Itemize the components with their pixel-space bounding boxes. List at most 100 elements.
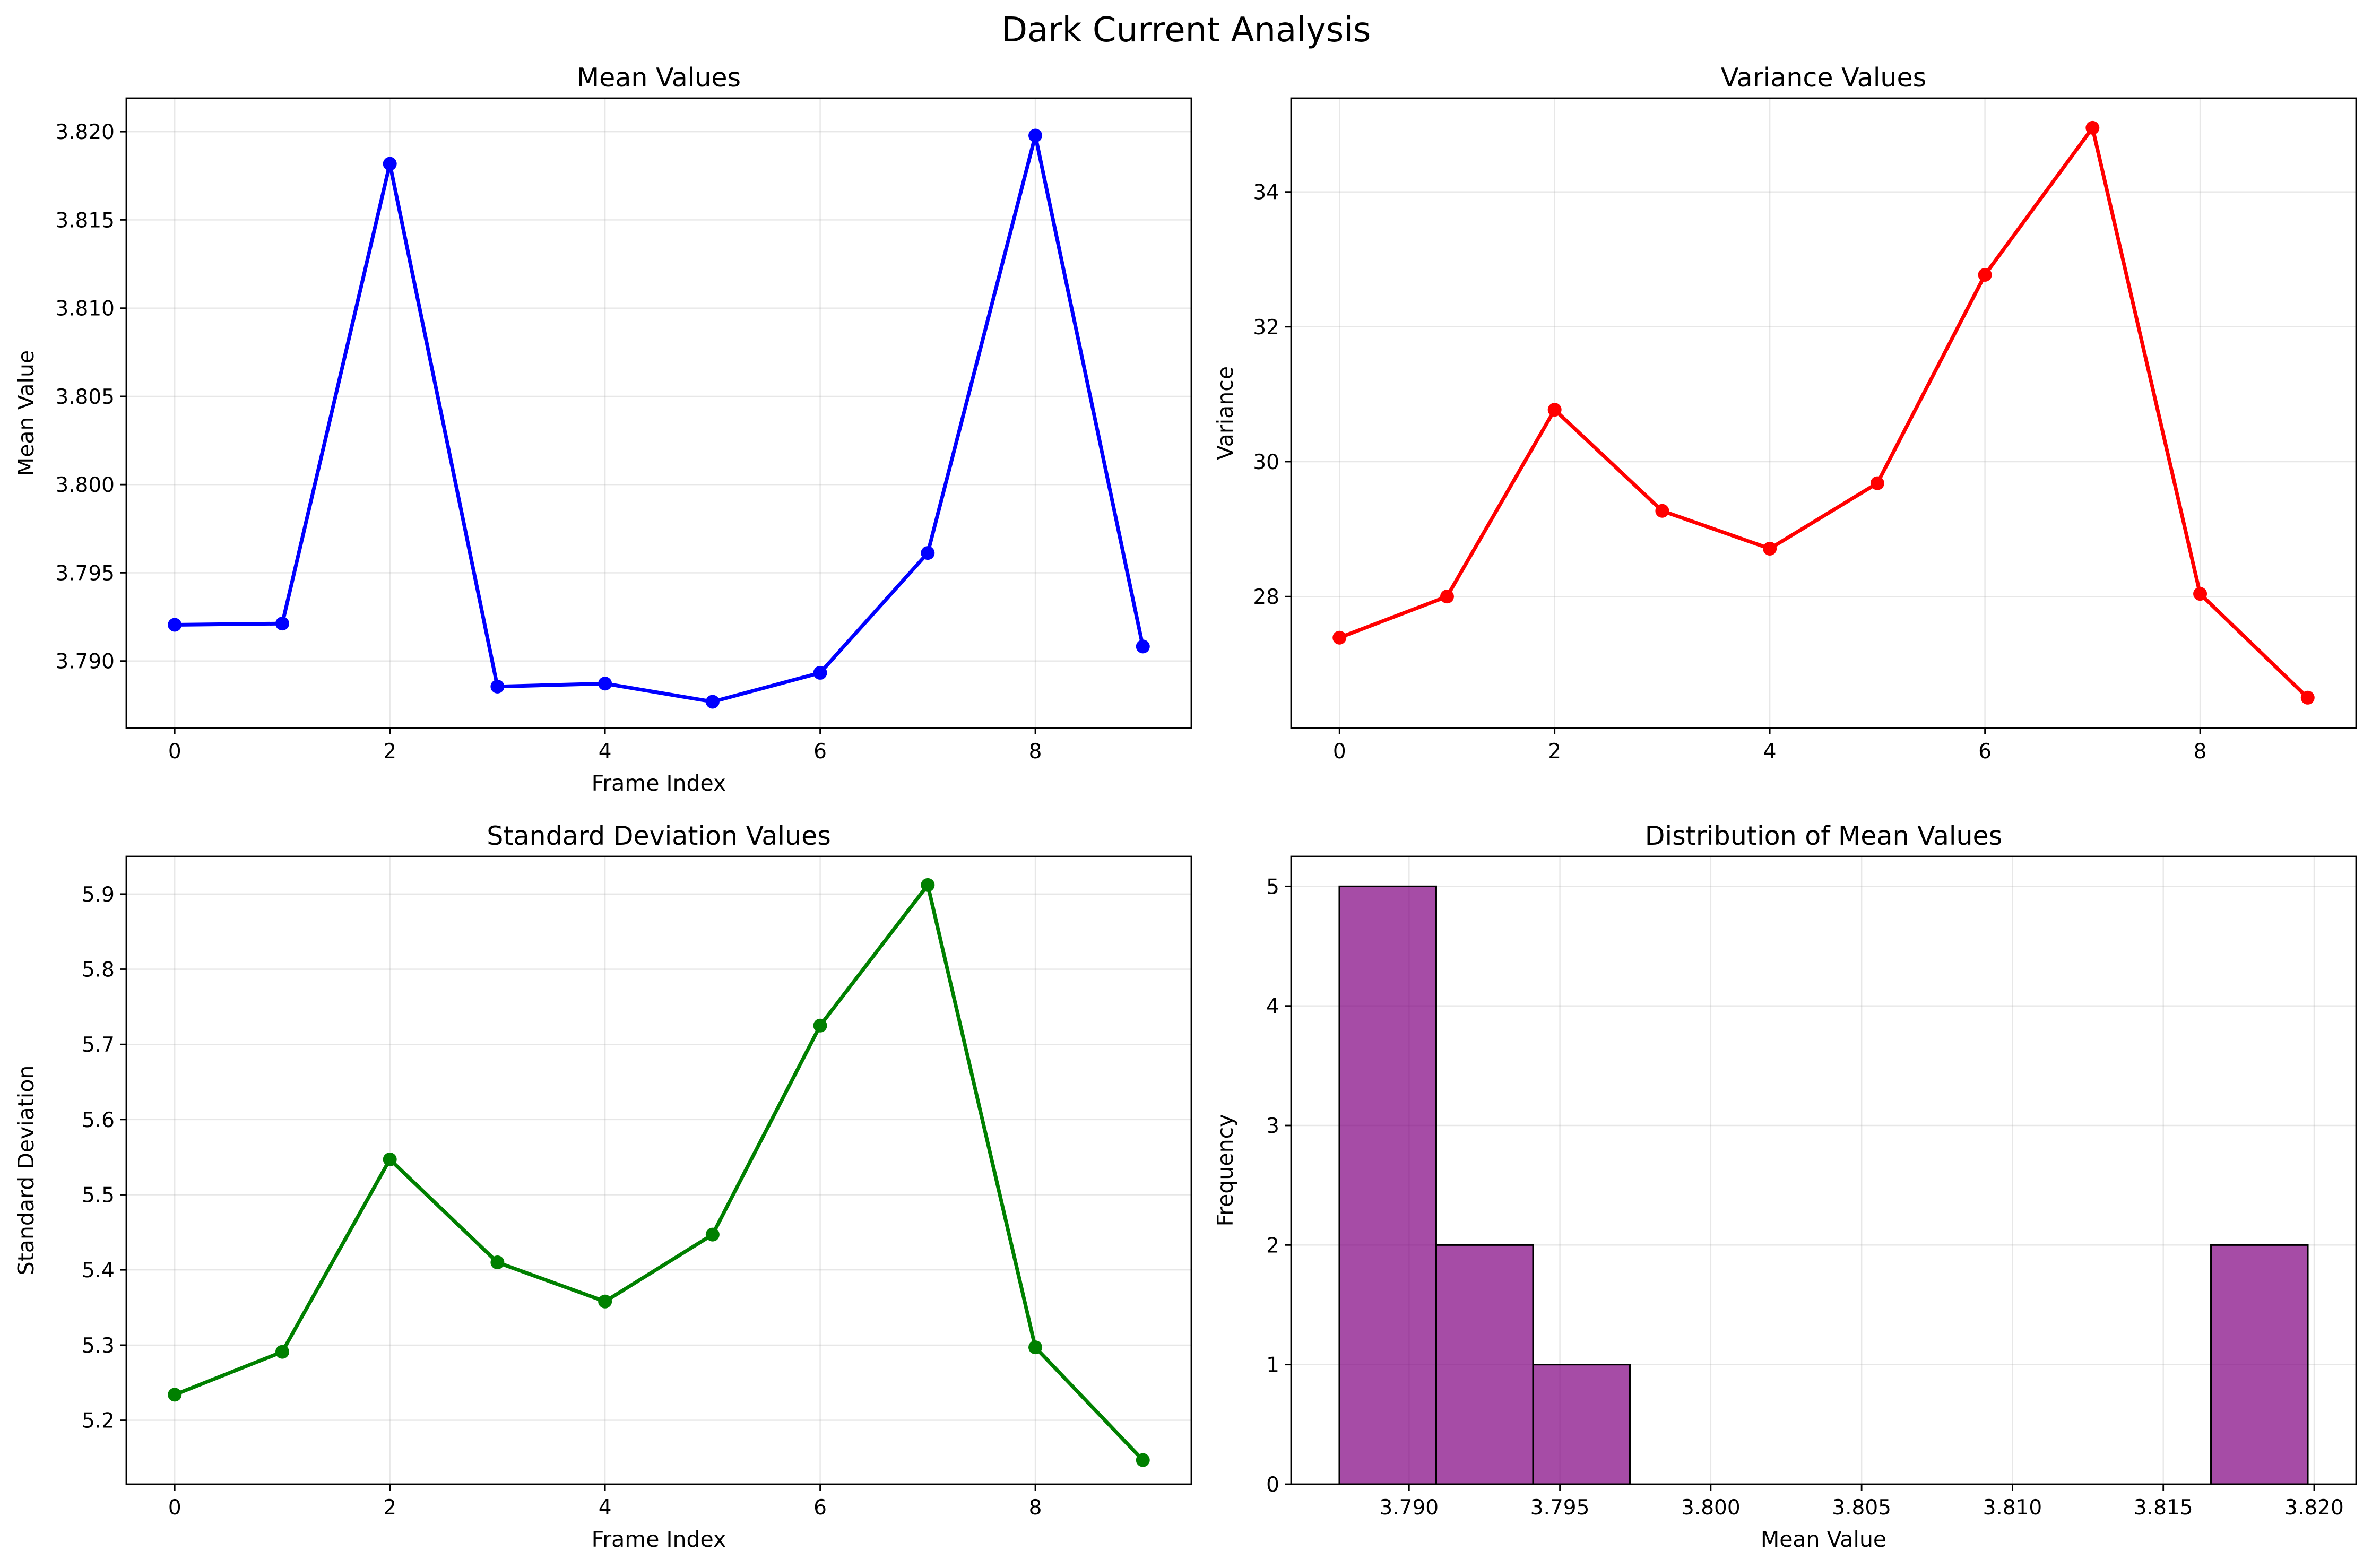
- stddev-ytick-label-4: 5.6: [82, 1108, 115, 1132]
- distribution-title: Distribution of Mean Values: [1645, 821, 2002, 851]
- variance-ytick-label-2: 32: [1253, 316, 1279, 340]
- mean-point-1: [275, 617, 289, 631]
- stddev-point-7: [921, 878, 935, 892]
- stddev-ytick-label-1: 5.3: [82, 1334, 115, 1358]
- variance-xtick-label-0: 0: [1333, 740, 1346, 764]
- distribution-panel: 3.790 3.795 3.800 3.805 3.810 3.815 3.820 0 1 2 3 4…: [1213, 821, 2357, 1552]
- variance-point-1: [1440, 590, 1454, 604]
- stddev-ytick-label-3: 5.5: [82, 1184, 115, 1208]
- variance-point-3: [1655, 504, 1669, 518]
- stddev-ytick-label-6: 5.8: [82, 958, 115, 982]
- mean-point-9: [1136, 639, 1150, 654]
- mean-axes-frame: [125, 97, 1192, 729]
- mean-point-5: [705, 695, 720, 709]
- stddev-series-line: [172, 883, 1145, 1462]
- stddev-point-2: [383, 1152, 397, 1166]
- mean-ytick-label-5: 3.815: [55, 209, 115, 232]
- stddev-ytick-label-2: 5.4: [82, 1259, 115, 1283]
- stddev-point-0: [168, 1388, 182, 1402]
- variance-series-line: [1337, 126, 2310, 700]
- stddev-ytick-label-7: 5.9: [82, 883, 115, 907]
- stddev-point-5: [705, 1227, 720, 1242]
- distribution-ytick-label-1: 1: [1266, 1354, 1279, 1378]
- stddev-point-8: [1028, 1340, 1043, 1355]
- mean-ytick-label-2: 3.800: [55, 473, 115, 497]
- stddev-axes-frame: [125, 855, 1192, 1485]
- variance-xtick-label-1: 2: [1548, 740, 1561, 764]
- stddev-point-1: [275, 1345, 289, 1359]
- mean-ytick-label-6: 3.820: [55, 120, 115, 144]
- variance-xtick-label-4: 8: [2194, 740, 2207, 764]
- stddev-point-4: [598, 1294, 612, 1309]
- variance-point-4: [1763, 541, 1777, 556]
- variance-title: Variance Values: [1721, 63, 1926, 93]
- mean-xtick-label-3: 6: [813, 740, 827, 764]
- mean-point-2: [383, 157, 397, 171]
- variance-point-7: [2085, 120, 2100, 135]
- mean-panel: 0 2 4 6 8 3.790 3.795 3.800 3.805 3.810 3.815 3.820…: [13, 63, 1192, 796]
- variance-point-5: [1870, 476, 1884, 490]
- variance-point-6: [1978, 267, 1992, 282]
- distribution-bar-2: [1532, 1364, 1631, 1485]
- stddev-title: Standard Deviation Values: [487, 821, 831, 851]
- distribution-xtick-label-2: 3.800: [1681, 1496, 1741, 1520]
- distribution-xtick-label-0: 3.790: [1379, 1496, 1439, 1520]
- variance-xtick-label-2: 4: [1763, 740, 1777, 764]
- mean-xtick-label-2: 4: [599, 740, 612, 764]
- stddev-xlabel: Frame Index: [592, 1527, 726, 1552]
- variance-ytick-label-0: 28: [1253, 585, 1279, 609]
- stddev-ylabel: Standard Deviation: [13, 1065, 39, 1276]
- mean-series-line: [172, 133, 1145, 704]
- mean-xlabel: Frame Index: [592, 770, 726, 796]
- mean-point-0: [168, 618, 182, 632]
- variance-axes-frame: [1290, 97, 2357, 729]
- variance-point-9: [2300, 690, 2315, 705]
- variance-point-2: [1547, 403, 1562, 417]
- distribution-ytick-label-2: 2: [1266, 1234, 1279, 1258]
- variance-ylabel: Variance: [1213, 366, 1238, 460]
- stddev-xtick-label-4: 8: [1029, 1496, 1042, 1520]
- mean-ytick-label-4: 3.810: [55, 297, 115, 321]
- variance-xtick-label-3: 6: [1978, 740, 1992, 764]
- stddev-point-6: [813, 1018, 827, 1033]
- distribution-ylabel: Frequency: [1213, 1114, 1238, 1227]
- mean-ytick-label-1: 3.795: [55, 561, 115, 585]
- distribution-ytick-label-0: 0: [1266, 1473, 1279, 1497]
- stddev-point-3: [490, 1255, 505, 1270]
- mean-point-4: [598, 677, 612, 691]
- distribution-xtick-label-4: 3.810: [1983, 1496, 2042, 1520]
- mean-ylabel: Mean Value: [13, 350, 39, 476]
- distribution-ytick-label-5: 5: [1266, 875, 1279, 899]
- stddev-ytick-label-0: 5.2: [82, 1409, 115, 1433]
- mean-ytick-label-3: 3.805: [55, 385, 115, 409]
- distribution-xtick-label-5: 3.815: [2134, 1496, 2193, 1520]
- mean-point-3: [490, 679, 505, 694]
- distribution-xtick-label-6: 3.820: [2284, 1496, 2344, 1520]
- distribution-bar-1: [1435, 1244, 1534, 1485]
- distribution-xtick-label-3: 3.805: [1832, 1496, 1891, 1520]
- mean-point-7: [921, 546, 935, 560]
- stddev-xtick-label-1: 2: [383, 1496, 396, 1520]
- variance-panel: 0 2 4 6 8 28 30 32 34 Variance Values Variance: [1213, 63, 2357, 764]
- mean-xtick-label-0: 0: [168, 740, 181, 764]
- mean-xtick-label-4: 8: [1029, 740, 1042, 764]
- distribution-bar-0: [1338, 885, 1437, 1485]
- distribution-axes-frame: [1290, 855, 2357, 1485]
- stddev-ytick-label-5: 5.7: [82, 1033, 115, 1057]
- distribution-ytick-label-4: 4: [1266, 995, 1279, 1019]
- mean-ytick-label-0: 3.790: [55, 650, 115, 674]
- mean-xtick-label-1: 2: [383, 740, 396, 764]
- distribution-bar-9: [2210, 1244, 2309, 1485]
- distribution-xtick-label-1: 3.795: [1530, 1496, 1590, 1520]
- stddev-xtick-label-3: 6: [813, 1496, 827, 1520]
- distribution-ytick-label-3: 3: [1266, 1114, 1279, 1138]
- stddev-point-9: [1136, 1453, 1150, 1467]
- stddev-panel: 0 2 4 6 8 5.2 5.3 5.4 5.5 5.6 5.7 5.8 5.9 Standard De…: [13, 821, 1192, 1552]
- stddev-xtick-label-2: 4: [599, 1496, 612, 1520]
- variance-point-0: [1332, 630, 1347, 645]
- mean-title: Mean Values: [577, 63, 741, 93]
- variance-ytick-label-1: 30: [1253, 451, 1279, 474]
- variance-ytick-label-3: 34: [1253, 181, 1279, 205]
- distribution-xlabel: Mean Value: [1761, 1527, 1886, 1552]
